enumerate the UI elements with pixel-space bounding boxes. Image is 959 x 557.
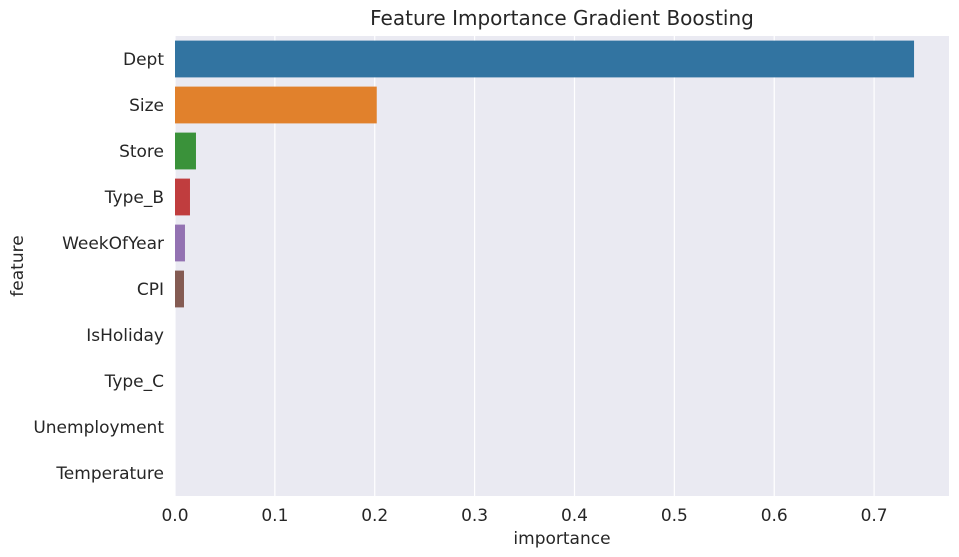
x-tick-label: 0.4: [561, 506, 588, 526]
bar-weekofyear: [175, 224, 185, 262]
y-tick-label: CPI: [137, 280, 164, 300]
x-tick-label: 0.1: [261, 506, 288, 526]
bar-type_b: [175, 178, 190, 216]
bar-cpi: [175, 270, 184, 308]
y-tick-label: Type_B: [104, 188, 164, 208]
bar-store: [175, 132, 196, 170]
y-tick-label: Dept: [123, 50, 164, 70]
bar-dept: [175, 40, 915, 78]
y-tick-label: Size: [129, 96, 164, 116]
y-tick-label: Unemployment: [33, 418, 164, 438]
y-tick-label: IsHoliday: [86, 326, 164, 346]
y-axis-label: feature: [8, 235, 28, 296]
y-tick-label: WeekOfYear: [62, 234, 164, 254]
y-tick-label: Store: [119, 142, 164, 162]
x-tick-label: 0.3: [461, 506, 488, 526]
x-axis-label: importance: [513, 529, 610, 549]
x-tick-label: 0.2: [361, 506, 388, 526]
x-tick-label: 0.7: [861, 506, 888, 526]
x-tick-labels: 0.0 0.1 0.2 0.3 0.4 0.5 0.6 0.7: [161, 506, 887, 526]
y-tick-labels: Dept Size Store Type_B WeekOfYear CPI IsHolida…: [33, 50, 164, 484]
y-tick-label: Type_C: [104, 372, 164, 392]
bar-size: [175, 86, 377, 124]
x-tick-label: 0.5: [661, 506, 688, 526]
y-tick-label: Temperature: [55, 464, 164, 484]
x-tick-label: 0.0: [161, 506, 188, 526]
chart-title: Feature Importance Gradient Boosting: [370, 6, 754, 30]
x-tick-label: 0.6: [761, 506, 788, 526]
bars: [175, 40, 915, 308]
